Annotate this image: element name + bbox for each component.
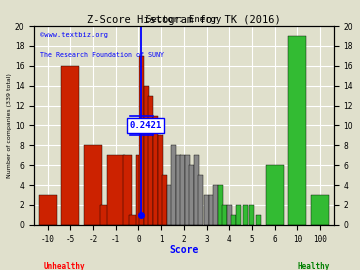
Bar: [194, 155, 199, 225]
Bar: [171, 145, 176, 225]
Bar: [167, 185, 172, 225]
Bar: [107, 155, 125, 225]
Y-axis label: Number of companies (339 total): Number of companies (339 total): [7, 73, 12, 178]
Bar: [180, 155, 185, 225]
Bar: [204, 195, 209, 225]
Bar: [185, 155, 190, 225]
Bar: [198, 175, 203, 225]
Bar: [222, 205, 227, 225]
X-axis label: Score: Score: [169, 245, 199, 255]
Bar: [139, 56, 144, 225]
Bar: [162, 175, 167, 225]
Bar: [39, 195, 57, 225]
Bar: [227, 205, 232, 225]
Text: ©www.textbiz.org: ©www.textbiz.org: [40, 32, 108, 38]
Bar: [266, 165, 284, 225]
Bar: [153, 116, 158, 225]
Bar: [129, 215, 137, 225]
Bar: [148, 96, 153, 225]
Bar: [144, 86, 149, 225]
Text: Healthy: Healthy: [297, 262, 329, 270]
Title: Z-Score Histogram for TK (2016): Z-Score Histogram for TK (2016): [87, 15, 281, 25]
Bar: [176, 155, 181, 225]
Bar: [209, 195, 213, 225]
Bar: [218, 185, 223, 225]
Bar: [158, 136, 163, 225]
Bar: [288, 36, 306, 225]
Text: Unhealthy: Unhealthy: [44, 262, 86, 270]
Text: 0.2421: 0.2421: [129, 121, 162, 130]
Text: The Research Foundation of SUNY: The Research Foundation of SUNY: [40, 52, 164, 58]
Bar: [231, 215, 236, 225]
Bar: [249, 205, 255, 225]
Bar: [243, 205, 248, 225]
Bar: [123, 155, 132, 225]
Bar: [84, 145, 102, 225]
Bar: [256, 215, 261, 225]
Bar: [311, 195, 329, 225]
Text: Sector: Energy: Sector: Energy: [146, 15, 221, 24]
Bar: [213, 185, 218, 225]
Bar: [136, 155, 141, 225]
Bar: [100, 205, 109, 225]
Bar: [61, 66, 80, 225]
Bar: [236, 205, 241, 225]
Bar: [189, 165, 194, 225]
